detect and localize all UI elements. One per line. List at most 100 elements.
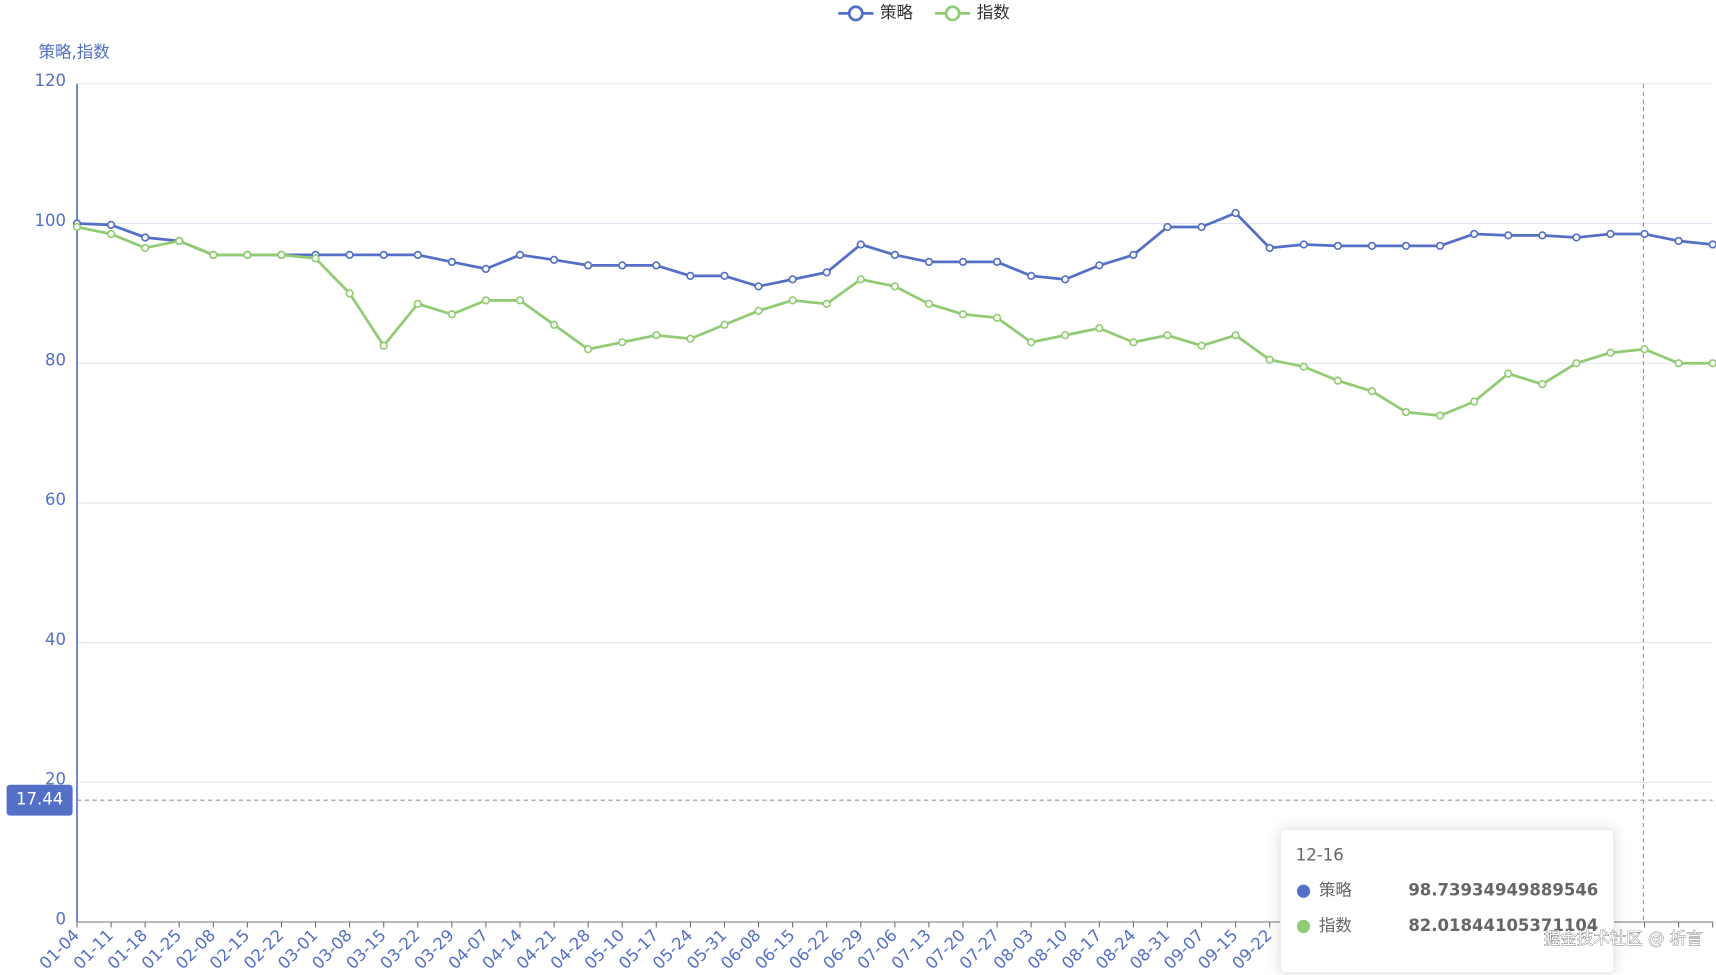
data-point <box>413 299 422 308</box>
data-point <box>277 250 286 260</box>
data-point <box>1197 341 1206 350</box>
data-point <box>1504 231 1513 240</box>
data-point <box>822 299 831 308</box>
tooltip-marker <box>1296 884 1311 898</box>
data-point <box>992 257 1002 267</box>
data-point <box>243 250 252 260</box>
axis-pointer-box <box>6 784 73 816</box>
tooltip-title: 12-16 <box>1296 846 1344 865</box>
data-point <box>1129 338 1138 347</box>
data-point <box>754 306 763 315</box>
tooltip: 12-16 策略 98.73934949889546 指数 82.01844105371… <box>1279 829 1615 974</box>
data-point <box>720 320 729 329</box>
data-point <box>1606 229 1615 239</box>
data-point <box>1504 369 1513 378</box>
data-point <box>1027 338 1036 347</box>
data-point <box>1333 376 1342 385</box>
data-point <box>856 275 865 284</box>
data-point <box>992 313 1002 322</box>
data-point <box>1538 380 1547 389</box>
legend-icon <box>847 5 864 22</box>
data-point <box>958 257 968 267</box>
legend-label: 策略 <box>880 3 914 22</box>
data-point <box>584 345 593 354</box>
data-point <box>413 250 422 260</box>
data-point <box>924 299 934 308</box>
data-point <box>1470 397 1479 406</box>
data-point <box>481 296 491 305</box>
data-point <box>686 271 695 281</box>
data-point <box>788 296 797 305</box>
tooltip-name: 指数 <box>1319 916 1353 935</box>
data-point <box>1197 222 1206 232</box>
data-point <box>1674 236 1683 246</box>
data-point <box>106 220 116 230</box>
data-point <box>1027 271 1036 281</box>
legend-item[interactable]: 策略 <box>838 3 914 22</box>
data-point <box>1163 222 1172 232</box>
data-point <box>686 334 695 343</box>
data-point <box>1163 331 1172 340</box>
y-tick-label: 80 <box>45 351 66 370</box>
data-point <box>311 254 320 263</box>
data-point <box>822 268 831 277</box>
data-point <box>549 320 559 329</box>
x-tick-label: 09-22 <box>1228 926 1275 973</box>
data-point <box>652 331 661 340</box>
data-point <box>515 250 525 260</box>
data-point <box>1095 261 1104 270</box>
data-point <box>1367 387 1377 396</box>
data-point <box>379 250 388 260</box>
data-point <box>652 261 661 270</box>
data-point <box>1572 233 1581 242</box>
legend-item[interactable]: 指数 <box>935 3 1010 22</box>
y-tick-label: 60 <box>45 490 66 509</box>
data-point <box>1470 229 1479 239</box>
data-point <box>106 229 116 239</box>
data-point <box>856 240 865 249</box>
y-tick-label: 0 <box>56 909 67 928</box>
data-point <box>141 233 150 242</box>
data-point <box>584 261 593 270</box>
y-tick-label: 120 <box>35 71 67 90</box>
y-tick-label: 40 <box>45 630 66 649</box>
data-point <box>1299 362 1308 371</box>
data-point <box>1061 275 1070 284</box>
y-tick-label: 100 <box>35 211 67 230</box>
data-point <box>1640 229 1649 239</box>
data-point <box>1129 250 1138 260</box>
data-point <box>345 289 354 298</box>
tooltip-name: 策略 <box>1319 881 1353 900</box>
data-point <box>618 261 627 270</box>
tooltip-value: 98.73934949889546 <box>1408 881 1598 900</box>
watermark: 掘金技术社区 @ 析言 <box>1544 929 1703 948</box>
tooltip-box <box>1279 829 1615 974</box>
data-point <box>1674 359 1683 368</box>
data-point <box>924 257 934 267</box>
data-point <box>618 338 627 347</box>
data-point <box>1435 241 1445 250</box>
data-point <box>1265 355 1274 364</box>
data-point <box>1640 345 1649 354</box>
data-point <box>345 250 354 260</box>
data-point <box>1333 241 1342 250</box>
data-point <box>1265 243 1274 253</box>
data-point <box>788 275 797 284</box>
axis-pointer-label: 17.44 <box>16 790 63 809</box>
data-point <box>1572 359 1581 368</box>
data-point <box>1367 241 1377 250</box>
data-point <box>1435 411 1445 420</box>
data-point <box>1231 331 1240 340</box>
data-point <box>447 257 456 267</box>
legend-label: 指数 <box>977 3 1011 22</box>
data-point <box>1538 231 1547 240</box>
data-point <box>1095 324 1104 333</box>
data-point <box>1231 208 1240 218</box>
data-point <box>1401 241 1411 250</box>
data-point <box>481 264 491 274</box>
data-point <box>175 236 184 246</box>
legend-icon <box>944 5 961 22</box>
data-point <box>720 271 729 281</box>
data-point <box>72 222 82 232</box>
